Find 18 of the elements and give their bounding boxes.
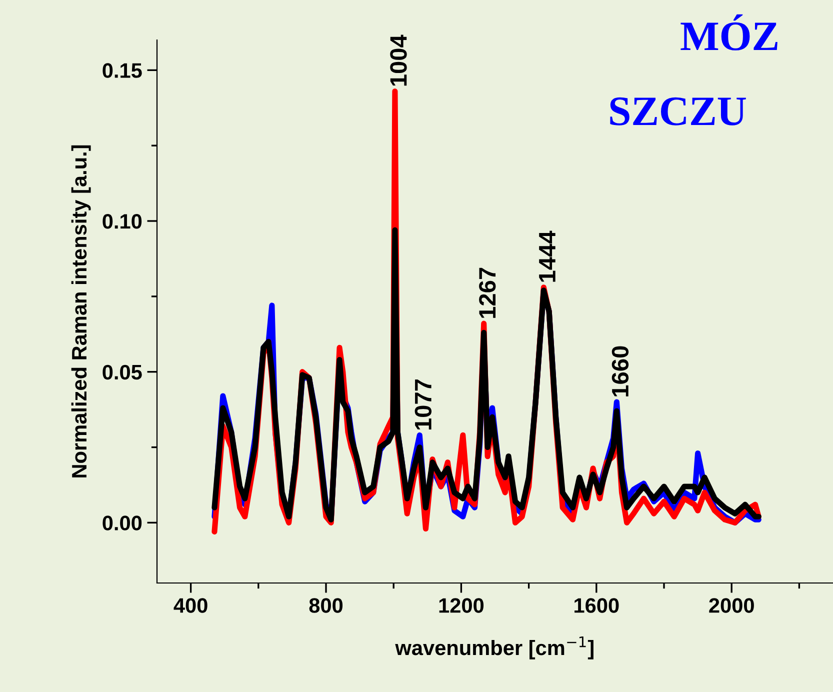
annotation: 1267: [479, 268, 496, 318]
annotation: 1660: [612, 346, 629, 396]
x-tick-label: 2000: [709, 598, 754, 613]
x-tick-label: 1600: [574, 598, 619, 613]
annotation: 1444: [539, 230, 556, 282]
text: SZCZU: [610, 97, 746, 126]
y-tick-label: 0.05: [102, 364, 142, 380]
x-tick-label: 800: [309, 598, 343, 613]
y-axis-title: Normalized Raman intensity [a.u.]: [71, 145, 91, 478]
y-tick-label: 0.15: [102, 63, 142, 78]
annotation: 1004: [390, 34, 407, 86]
chart-title: MÓZ: [680, 14, 778, 50]
x-tick-label: 1200: [439, 598, 484, 613]
y-tick-label: 0.10: [102, 214, 142, 229]
x-axis-title: wavenumber [cm$^{−1}$]: [395, 636, 594, 660]
annotation: 1077: [414, 380, 432, 430]
y-tick-label: 0.00: [102, 516, 142, 530]
x-tick-label: 400: [174, 598, 208, 613]
